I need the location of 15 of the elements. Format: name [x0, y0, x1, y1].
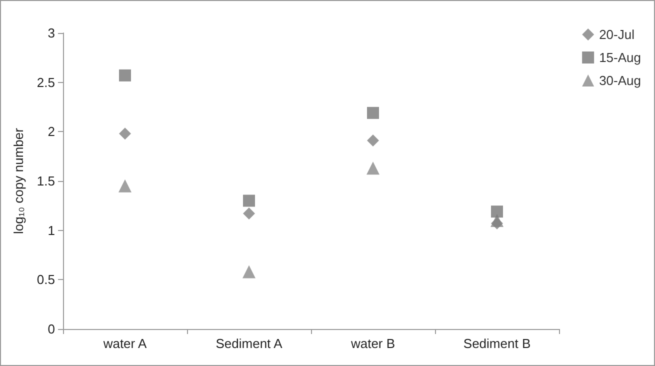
legend-label: 30-Aug	[599, 73, 641, 88]
legend-label: 15-Aug	[599, 50, 641, 65]
x-tick-label: water B	[350, 336, 396, 351]
y-axis-title: log₁₀ copy number	[11, 127, 26, 234]
y-tick-label: 0.5	[36, 272, 55, 288]
x-tick-label: water A	[102, 336, 148, 351]
x-tick-label: Sediment A	[216, 336, 283, 351]
y-tick-label: 1	[48, 222, 55, 238]
y-tick-label: 2	[48, 124, 55, 140]
y-tick-label: 3	[48, 26, 55, 40]
y-tick-label: 0	[48, 322, 55, 336]
legend-label: 20-Jul	[599, 27, 635, 42]
y-tick-label: 2.5	[36, 74, 55, 90]
y-tick-label: 1.5	[36, 174, 55, 188]
x-tick-label: Sediment B	[463, 336, 531, 351]
